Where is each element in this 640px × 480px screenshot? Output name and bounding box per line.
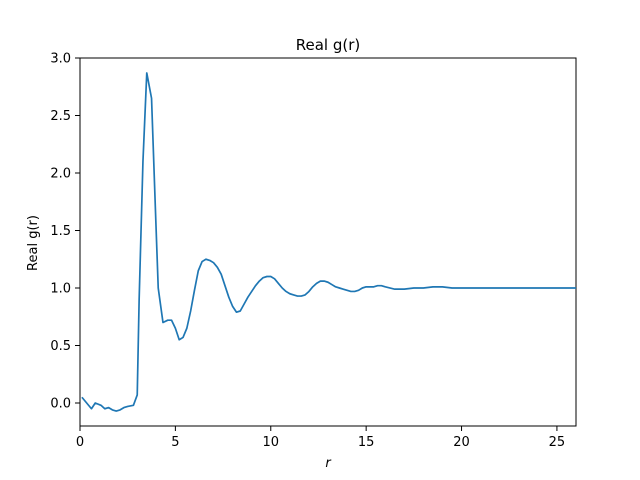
y-tick-label: 2.0 [50, 167, 71, 182]
x-tick-label: 15 [358, 435, 375, 450]
y-tick-label: 3.0 [50, 52, 71, 67]
x-axis-label: r [325, 456, 332, 471]
plot-frame [79, 57, 577, 427]
x-tick-label: 0 [76, 435, 84, 450]
y-tick-label: 1.5 [50, 224, 71, 239]
y-axis-label: Real g(r) [26, 215, 41, 271]
y-tick-label: 2.5 [50, 109, 71, 124]
y-tick-label: 0.5 [50, 339, 71, 354]
series-layer [81, 72, 576, 412]
chart-title: Real g(r) [296, 36, 361, 54]
x-tick-label: 25 [549, 435, 566, 450]
y-tick-label: 1.0 [50, 282, 71, 297]
x-tick-label: 5 [171, 435, 179, 450]
y-tick-label: 0.0 [50, 397, 71, 412]
text-layer: Real g(r) r Real g(r) [26, 36, 360, 471]
series-line [81, 72, 576, 412]
x-tick-label: 10 [262, 435, 279, 450]
x-tick-label: 20 [453, 435, 470, 450]
axes-layer: 0 5 10 15 20 25 0.0 0.5 1.0 1.5 2.0 2.5 3.0 [50, 52, 577, 450]
